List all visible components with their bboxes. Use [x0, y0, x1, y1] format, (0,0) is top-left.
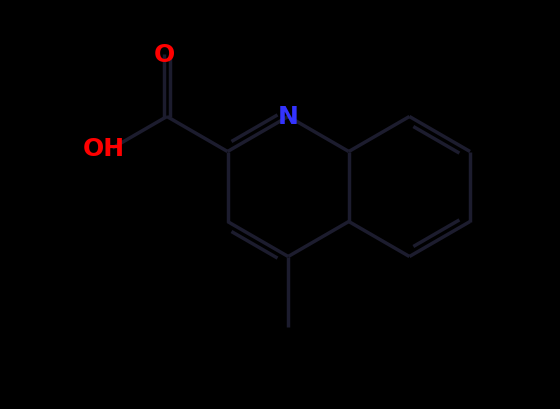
Text: N: N: [278, 105, 298, 129]
Text: O: O: [153, 43, 175, 66]
Text: OH: OH: [83, 137, 125, 161]
